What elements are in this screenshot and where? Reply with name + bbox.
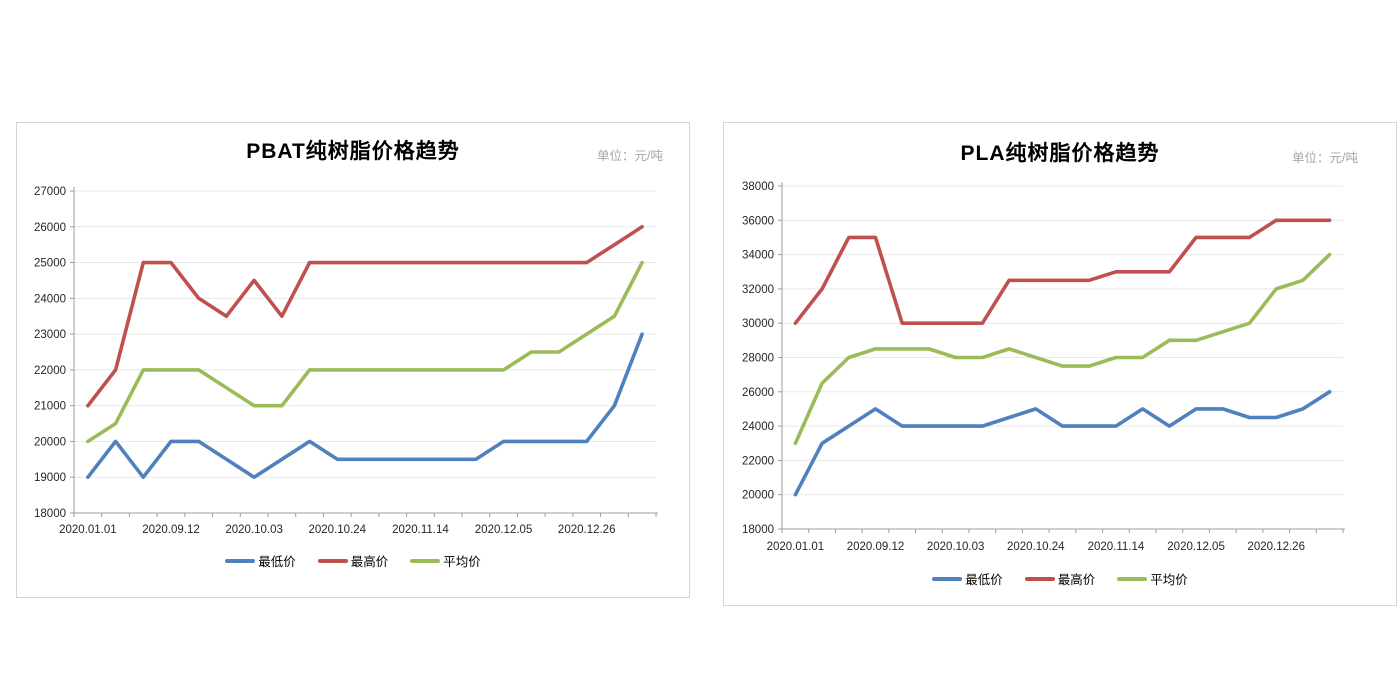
chart-title: PLA纯树脂价格趋势 [960, 142, 1160, 165]
average-line-swatch [1117, 576, 1148, 581]
svg-text:26000: 26000 [742, 387, 774, 399]
svg-text:20000: 20000 [742, 490, 774, 502]
pla-chart-card: 18000 20000 22000 24000 26000 28000 30000 32000… [723, 122, 1397, 606]
svg-text:2020.12.05: 2020.12.05 [475, 524, 533, 536]
legend-label: 平均价 [1150, 573, 1188, 587]
legend-item-highest: 最高价 [317, 551, 389, 570]
svg-text:19000: 19000 [34, 472, 66, 484]
svg-text:22000: 22000 [742, 455, 774, 467]
legend-label: 最低价 [965, 573, 1003, 587]
chart-title: PBAT纯树脂价格趋势 [246, 140, 460, 163]
legend: 最低价 最高价 平均价 [724, 569, 1396, 588]
svg-text:24000: 24000 [742, 421, 774, 433]
legend-item-average: 平均价 [1117, 569, 1188, 588]
svg-text:18000: 18000 [742, 524, 774, 536]
svg-text:36000: 36000 [742, 215, 774, 227]
legend-label: 最高价 [350, 555, 389, 569]
svg-text:32000: 32000 [742, 284, 774, 296]
highest-line-swatch [1024, 576, 1055, 581]
highest-line-swatch [317, 558, 348, 563]
lowest-line-swatch [225, 558, 256, 563]
legend-item-lowest: 最低价 [225, 551, 296, 570]
legend-label: 平均价 [443, 555, 481, 569]
svg-text:23000: 23000 [34, 329, 66, 341]
svg-text:28000: 28000 [742, 353, 774, 365]
svg-text:2020.01.01: 2020.01.01 [767, 541, 825, 553]
svg-text:2020.11.14: 2020.11.14 [1088, 541, 1145, 553]
svg-text:27000: 27000 [34, 186, 66, 198]
pbat-price-trend-plot: 18000 19000 20000 21000 22000 23000 24000 25000… [34, 186, 658, 536]
svg-text:2020.10.03: 2020.10.03 [225, 524, 283, 536]
svg-text:2020.12.26: 2020.12.26 [558, 524, 616, 536]
svg-text:34000: 34000 [742, 250, 774, 262]
legend-label: 最高价 [1057, 573, 1096, 587]
svg-text:21000: 21000 [34, 401, 66, 413]
svg-text:2020.11.14: 2020.11.14 [392, 524, 449, 536]
svg-text:25000: 25000 [34, 258, 66, 270]
legend: 最低价 最高价 平均价 [17, 551, 689, 570]
svg-text:2020.12.05: 2020.12.05 [1167, 541, 1225, 553]
legend-item-average: 平均价 [410, 551, 481, 570]
pla-price-trend-plot: 18000 20000 22000 24000 26000 28000 30000 32000… [742, 181, 1345, 553]
svg-text:30000: 30000 [742, 318, 774, 330]
average-line-swatch [410, 558, 441, 563]
svg-text:2020.10.24: 2020.10.24 [309, 524, 367, 536]
svg-text:24000: 24000 [34, 293, 66, 305]
svg-text:18000: 18000 [34, 508, 66, 520]
svg-text:2020.09.12: 2020.09.12 [142, 524, 200, 536]
legend-item-lowest: 最低价 [932, 569, 1003, 588]
svg-text:2020.10.03: 2020.10.03 [927, 541, 985, 553]
lowest-line-swatch [932, 576, 963, 581]
svg-text:38000: 38000 [742, 181, 774, 193]
legend-label: 最低价 [258, 555, 296, 569]
svg-text:2020.09.12: 2020.09.12 [847, 541, 905, 553]
unit-label: 单位：元/吨 [597, 149, 663, 163]
svg-text:26000: 26000 [34, 222, 66, 234]
pbat-chart-card: 18000 19000 20000 21000 22000 23000 24000 25000… [16, 122, 690, 598]
svg-text:2020.01.01: 2020.01.01 [59, 524, 117, 536]
svg-text:2020.10.24: 2020.10.24 [1007, 541, 1065, 553]
svg-text:20000: 20000 [34, 436, 66, 448]
svg-text:2020.12.26: 2020.12.26 [1247, 541, 1305, 553]
legend-item-highest: 最高价 [1024, 569, 1096, 588]
unit-label: 单位：元/吨 [1292, 151, 1358, 165]
svg-text:22000: 22000 [34, 365, 66, 377]
